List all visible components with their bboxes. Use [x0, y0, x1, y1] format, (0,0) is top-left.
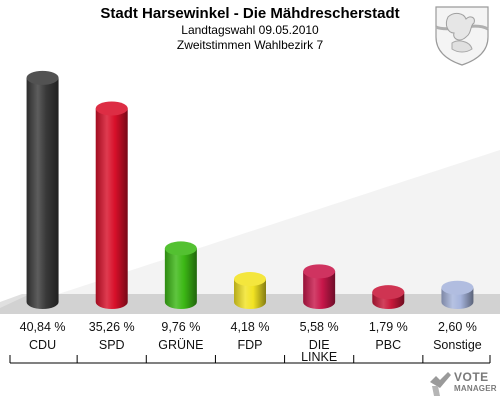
- bar-top: [372, 285, 405, 300]
- value-label: 35,26 %: [89, 320, 135, 334]
- category-label: SPD: [99, 338, 125, 352]
- bar-body: [26, 77, 59, 310]
- bar-body: [303, 271, 336, 310]
- category-label: Sonstige: [433, 338, 482, 352]
- bar-cdu: [26, 70, 59, 310]
- category-label: GRÜNE: [158, 338, 203, 352]
- category-label: FDP: [238, 338, 263, 352]
- value-label: 1,79 %: [369, 320, 408, 334]
- category-label: DIE: [309, 338, 330, 352]
- coat-of-arms-icon: [435, 6, 489, 66]
- vote-manager-logo-line2: MANAGER: [454, 384, 497, 393]
- bar-top: [26, 70, 59, 85]
- bar-pbc: [372, 285, 405, 310]
- bar-fdp: [234, 272, 266, 309]
- vote-manager-logo-line1: VOTE: [454, 370, 489, 384]
- bar-body: [95, 108, 128, 310]
- bar-top: [95, 101, 128, 116]
- category-label: LINKE: [301, 350, 337, 364]
- bar-body: [234, 279, 266, 309]
- bar-die-linke: [303, 264, 336, 310]
- bar-top: [234, 272, 266, 287]
- bar-top: [164, 241, 197, 256]
- bar-body: [164, 248, 197, 310]
- value-label: 4,18 %: [231, 320, 270, 334]
- category-label: CDU: [29, 338, 56, 352]
- vote-manager-logo-icon: [430, 372, 451, 396]
- value-label: 40,84 %: [20, 320, 66, 334]
- category-label: PBC: [375, 338, 401, 352]
- chart-title: Stadt Harsewinkel - Die Mähdrescherstadt: [100, 5, 400, 22]
- value-label: 5,58 %: [300, 320, 339, 334]
- vote-manager-logo: VOTE MANAGER: [428, 368, 500, 400]
- bar-top: [441, 280, 474, 295]
- bar-sonstige: [441, 280, 474, 310]
- bar-grüne: [164, 241, 197, 310]
- chart-subtitle-district: Zweitstimmen Wahlbezirk 7: [176, 38, 324, 52]
- value-label: 2,60 %: [438, 320, 477, 334]
- chart-backdrop: [30, 150, 500, 300]
- value-label: 9,76 %: [161, 320, 200, 334]
- bar-spd: [95, 101, 128, 310]
- bar-top: [303, 264, 336, 279]
- chart-subtitle-election: Landtagswahl 09.05.2010: [181, 23, 319, 37]
